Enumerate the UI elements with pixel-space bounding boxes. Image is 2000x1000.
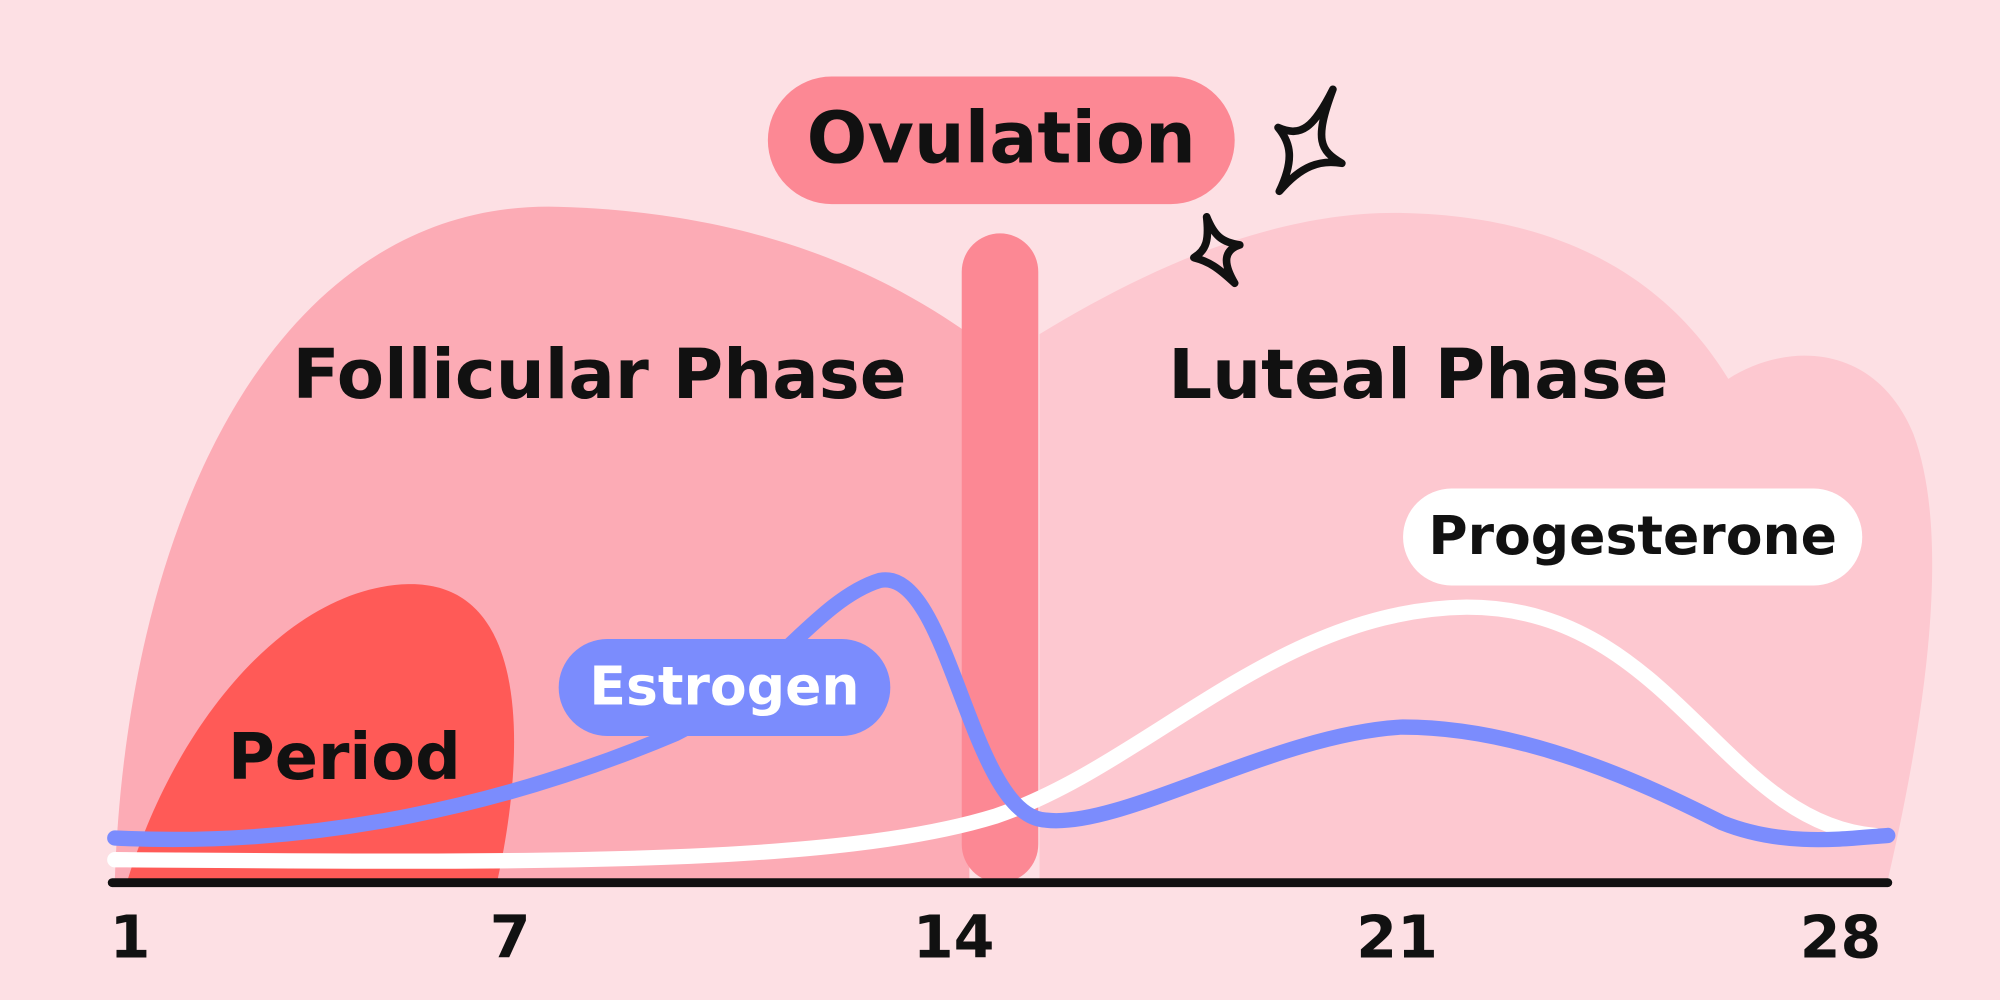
day-tick-label: 14 bbox=[913, 903, 995, 971]
period-label: Period bbox=[228, 721, 461, 795]
day-ticks: 1 7 14 21 28 bbox=[110, 903, 1882, 971]
ovulation-pill bbox=[767, 76, 1235, 205]
phase-label: Follicular Phase bbox=[293, 335, 907, 415]
day-tick-label: 28 bbox=[1800, 903, 1882, 971]
period-area bbox=[127, 584, 515, 881]
ovulation-bar bbox=[961, 233, 1039, 883]
estrogen-line bbox=[107, 572, 1896, 848]
day-tick-label: 1 bbox=[110, 903, 151, 971]
day-tick-label: 7 bbox=[490, 903, 531, 971]
estrogen-pill bbox=[558, 639, 891, 736]
ovulation-label: Ovulation bbox=[807, 96, 1196, 179]
sparkle bbox=[1274, 85, 1346, 196]
sparkle bbox=[1190, 213, 1244, 287]
progesterone-line bbox=[107, 599, 1883, 869]
phase-label: Luteal Phase bbox=[1168, 335, 1668, 415]
progesterone-label: Progesterone bbox=[1428, 504, 1837, 567]
day-tick-label: 21 bbox=[1356, 903, 1438, 971]
progesterone-pill bbox=[1403, 488, 1863, 586]
estrogen-label: Estrogen bbox=[589, 655, 859, 718]
